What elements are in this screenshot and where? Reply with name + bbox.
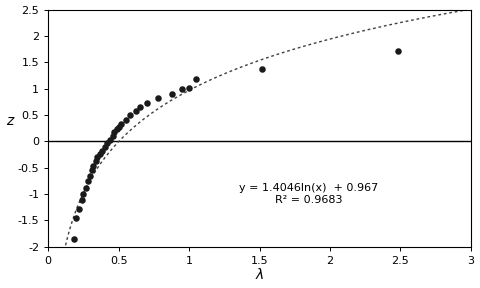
Point (115, 124, 122, 129)
Point (101, 144, 108, 149)
Point (192, 77, 200, 82)
Y-axis label: z: z (6, 114, 13, 128)
Point (154, 95, 162, 100)
Point (126, 113, 134, 117)
Point (80, 192, 87, 196)
Point (78, 198, 86, 202)
Point (109, 134, 117, 138)
Point (394, 48, 401, 53)
Point (84, 179, 92, 183)
Point (92, 159, 100, 164)
Point (72, 215, 80, 220)
Point (75, 206, 83, 211)
Point (94, 155, 101, 159)
Point (104, 141, 111, 146)
Point (122, 118, 130, 122)
Point (168, 92, 176, 96)
Point (259, 66, 266, 71)
Point (143, 101, 151, 106)
Point (132, 109, 139, 113)
Point (118, 122, 125, 126)
Point (136, 105, 144, 109)
Point (83, 185, 90, 190)
Point (107, 137, 114, 142)
Point (86, 173, 94, 178)
Point (110, 130, 118, 134)
Point (70, 236, 77, 241)
Point (178, 86, 186, 91)
Point (98, 148, 106, 153)
Point (113, 126, 121, 131)
Point (185, 85, 193, 90)
Point (96, 151, 104, 156)
Point (89, 163, 97, 168)
Point (88, 168, 96, 173)
X-axis label: λ: λ (255, 268, 264, 283)
Text: y = 1.4046ln(x)  + 0.967
R² = 0.9683: y = 1.4046ln(x) + 0.967 R² = 0.9683 (239, 183, 379, 205)
